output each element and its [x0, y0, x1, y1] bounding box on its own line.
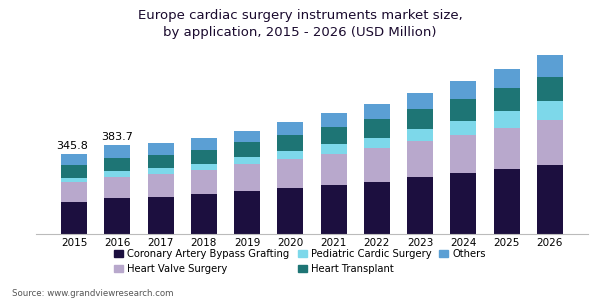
Bar [537, 165, 563, 234]
Bar [277, 122, 304, 135]
Bar [407, 129, 433, 142]
Bar [451, 121, 476, 135]
Bar [148, 197, 173, 234]
Bar [451, 173, 476, 234]
Text: Europe cardiac surgery instruments market size,
by application, 2015 - 2026 (USD: Europe cardiac surgery instruments marke… [137, 9, 463, 39]
Bar [191, 138, 217, 150]
Bar [104, 145, 130, 158]
Bar [148, 174, 173, 197]
Bar [494, 169, 520, 234]
Bar [104, 158, 130, 171]
Bar [364, 148, 390, 182]
Bar [494, 88, 520, 112]
Bar [234, 191, 260, 234]
Bar [234, 142, 260, 157]
Bar [191, 170, 217, 194]
Bar [61, 154, 87, 165]
Bar [537, 120, 563, 165]
Text: Source: www.grandviewresearch.com: Source: www.grandviewresearch.com [12, 290, 173, 298]
Bar [277, 151, 304, 159]
Bar [320, 154, 347, 185]
Bar [451, 99, 476, 121]
Bar [61, 178, 87, 182]
Bar [537, 76, 563, 101]
Bar [234, 130, 260, 142]
Bar [104, 177, 130, 198]
Bar [407, 93, 433, 110]
Bar [407, 177, 433, 234]
Text: 383.7: 383.7 [101, 132, 133, 142]
Bar [191, 150, 217, 164]
Bar [494, 69, 520, 88]
Bar [494, 112, 520, 128]
Bar [364, 104, 390, 119]
Bar [277, 159, 304, 188]
Bar [148, 155, 173, 168]
Bar [364, 138, 390, 148]
Bar [234, 164, 260, 191]
Bar [364, 182, 390, 234]
Bar [61, 165, 87, 178]
Bar [191, 194, 217, 234]
Bar [61, 182, 87, 202]
Bar [191, 164, 217, 170]
Bar [104, 198, 130, 234]
Bar [364, 119, 390, 138]
Bar [537, 56, 563, 76]
Bar [104, 171, 130, 177]
Bar [148, 168, 173, 174]
Bar [451, 135, 476, 173]
Bar [277, 188, 304, 234]
Bar [407, 142, 433, 177]
Bar [234, 157, 260, 164]
Bar [494, 128, 520, 169]
Text: 345.8: 345.8 [56, 141, 88, 151]
Bar [451, 82, 476, 99]
Bar [277, 135, 304, 151]
Legend: Coronary Artery Bypass Grafting, Heart Valve Surgery, Pediatric Cardic Surgery, : Coronary Artery Bypass Grafting, Heart V… [115, 249, 485, 274]
Bar [537, 101, 563, 120]
Bar [320, 113, 347, 127]
Bar [407, 110, 433, 129]
Bar [148, 143, 173, 155]
Bar [320, 127, 347, 145]
Bar [320, 185, 347, 234]
Bar [320, 145, 347, 154]
Bar [61, 202, 87, 234]
